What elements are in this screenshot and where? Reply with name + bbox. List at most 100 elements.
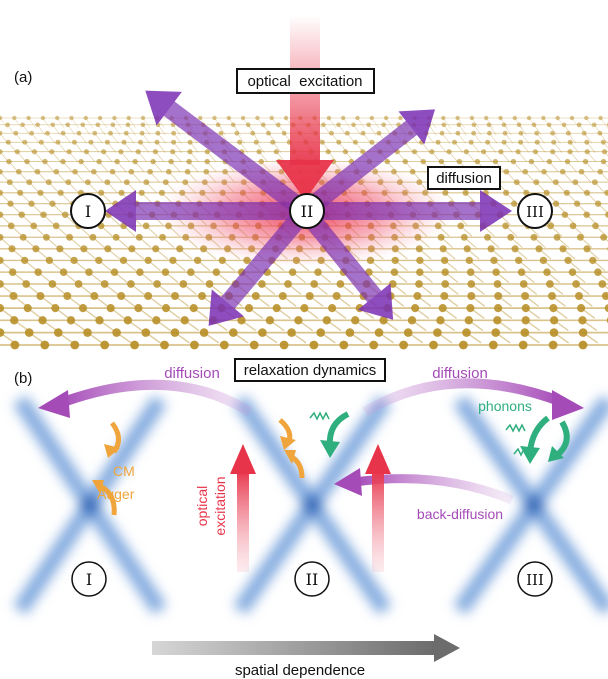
lattice-atom (245, 122, 251, 128)
lattice-atom (563, 189, 570, 196)
lattice-atom (439, 245, 447, 253)
lattice-atom (55, 139, 61, 145)
lattice-atom (112, 233, 120, 241)
lattice-atom (494, 304, 503, 313)
lattice-atom (403, 328, 413, 337)
lattice-atom (38, 316, 47, 325)
phonon-arrows-cone-ii (309, 411, 350, 458)
lattice-atom (161, 304, 171, 313)
lattice-atom (543, 268, 551, 276)
lattice-atom (484, 115, 489, 121)
panel-b-label: (b) (14, 370, 32, 387)
lattice-atom (80, 122, 85, 128)
lattice-atom (463, 149, 469, 155)
lattice-atom (457, 222, 465, 230)
lattice-atom (578, 168, 585, 175)
lattice-atom (37, 189, 44, 196)
lattice-atom (567, 149, 573, 155)
auger-label: Auger (97, 486, 135, 502)
lattice-atom (535, 245, 543, 253)
lattice-atom (204, 149, 210, 155)
lattice-atom (256, 149, 262, 155)
lattice-atom (258, 280, 266, 288)
lattice-atom (491, 328, 501, 337)
lattice-atom (72, 168, 78, 175)
lattice-atom (226, 115, 231, 121)
lattice-atom (429, 340, 438, 350)
lattice-atom (288, 268, 297, 276)
region-circle-b-III: III (517, 561, 553, 597)
lattice-atom (28, 200, 35, 207)
lattice-atom (35, 122, 40, 128)
lattice-atom (104, 139, 110, 145)
lattice-atom (186, 158, 192, 165)
lattice-atom (561, 122, 567, 128)
lattice-atom (572, 179, 579, 186)
lattice-atom (416, 256, 424, 265)
lattice-atom (155, 130, 161, 136)
lattice-atom (485, 139, 491, 145)
lattice-atom (565, 130, 571, 136)
lattice-atom (381, 122, 386, 128)
lattice-atom (118, 189, 125, 196)
lattice-atom (429, 149, 435, 155)
lattice-atom (539, 256, 548, 265)
lattice-atom (251, 292, 260, 300)
lattice-atom (7, 222, 15, 230)
lattice-atom (455, 130, 461, 136)
lattice-atom (441, 115, 446, 121)
lattice-atom (572, 280, 580, 288)
lattice-atom (189, 304, 198, 313)
lattice-atom (534, 130, 540, 136)
lattice-atom (581, 130, 587, 136)
diffusion-arrows (105, 90, 512, 326)
lattice-atom (40, 211, 47, 218)
lattice-atom (152, 149, 159, 155)
optical-excitation-label-box: optical excitation (236, 68, 375, 94)
lattice-atom (199, 328, 209, 337)
lattice-atom (261, 122, 266, 128)
lattice-atom (24, 158, 30, 165)
lattice-atom (592, 222, 599, 230)
lattice-atom (484, 233, 491, 241)
optical-excitation-arrow-right (365, 444, 391, 572)
diffusion-arc-left (38, 379, 253, 418)
diffusion-arrow-left (105, 190, 305, 232)
lattice-atom (492, 158, 499, 165)
lattice-atom (309, 340, 319, 350)
lattice-atom (533, 179, 540, 186)
lattice-atom (559, 245, 567, 253)
lattice-atom (125, 122, 131, 128)
lattice-atom (53, 168, 60, 175)
lattice-atom (142, 222, 150, 230)
lattice-atom (0, 149, 3, 155)
diffusion-arc-right (362, 378, 584, 420)
lattice-atom (597, 168, 604, 175)
lattice-atom (578, 328, 588, 337)
lattice-atom (523, 189, 530, 196)
spatial-dependence-arrow (152, 634, 460, 662)
lattice-atom (549, 316, 559, 325)
lattice-atom (5, 139, 11, 145)
lattice-atom (440, 256, 449, 265)
lattice-atom (287, 328, 296, 337)
lattice-atom (521, 304, 530, 313)
diffusion-label-box: diffusion (427, 166, 501, 190)
dirac-cone-I (13, 395, 167, 615)
lattice-atom (56, 245, 64, 253)
lattice-atom (106, 304, 115, 313)
lattice-atom (204, 158, 210, 165)
lattice-atom (154, 139, 160, 145)
lattice-atom (439, 130, 445, 136)
lattice-atom (65, 179, 72, 186)
lattice-atom (511, 245, 519, 253)
lattice-atom (502, 222, 509, 230)
lattice-atom (92, 130, 98, 136)
dirac-cone-III (453, 395, 608, 615)
lattice-atom (17, 189, 24, 196)
lattice-atom (549, 304, 558, 313)
lattice-atom (468, 139, 474, 145)
phonon-wiggle-icon (309, 411, 330, 421)
lattice-atom (584, 149, 590, 155)
lattice-atom (326, 115, 332, 121)
